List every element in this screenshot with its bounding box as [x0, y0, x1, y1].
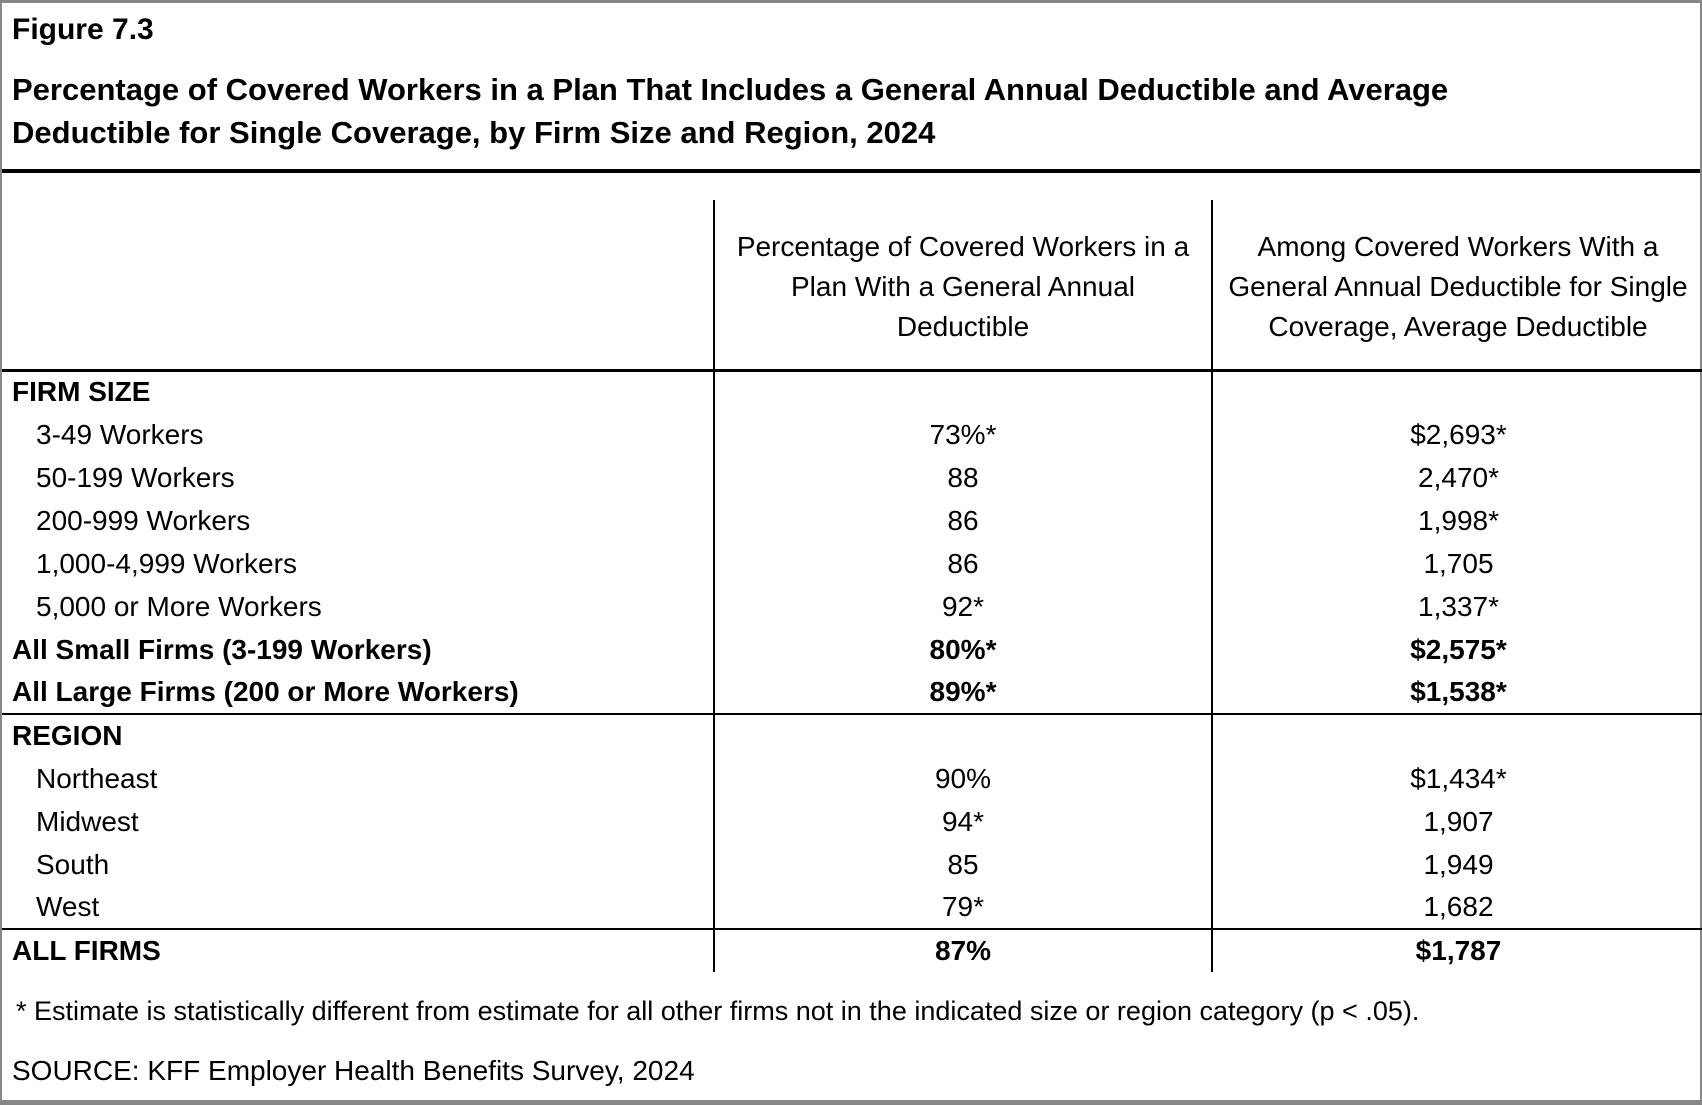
- header-line: Among Covered Workers With a: [1257, 230, 1659, 262]
- row-label-cell: 50-199 Workers: [36, 461, 235, 493]
- row-deductible-cell: 1,907: [1211, 800, 1702, 843]
- row-label-cell: South: [36, 848, 110, 880]
- row-label-cell: FIRM SIZE: [2, 368, 714, 413]
- row-deductible-cell: 1,998*: [1211, 499, 1702, 542]
- header-line: Coverage, Average Deductible: [1268, 310, 1648, 342]
- row-pct-cell: 73%*: [713, 413, 1212, 456]
- row-label-cell: All Small Firms (3-199 Workers): [12, 633, 432, 665]
- table-row: 3-49 Workers 73%* $2,693*: [2, 413, 1702, 456]
- table-row: 200-999 Workers 86 1,998*: [2, 499, 1702, 542]
- row-deductible-cell: 2,470*: [1211, 456, 1702, 499]
- table-body: FIRM SIZE 3-49 Workers 73%* $2,693* 50-199 W…: [2, 368, 1702, 972]
- row-deductible-cell: $2,693*: [1211, 413, 1702, 456]
- row-pct-cell: 92*: [713, 585, 1212, 628]
- table-row: All Small Firms (3-199 Workers) 80%* $2,57…: [2, 628, 1702, 671]
- row-pct-cell: 89%*: [713, 671, 1212, 714]
- table-row: REGION: [2, 713, 1702, 757]
- row-label-cell: REGION: [2, 713, 714, 757]
- row-pct-cell: 90%: [713, 757, 1212, 800]
- figure-label: Figure 7.3: [12, 13, 154, 46]
- header-row: Percentage of Covered Workers in a Plan …: [2, 173, 1702, 370]
- header-line: Deductible: [896, 310, 1030, 342]
- table-row: 50-199 Workers 88 2,470*: [2, 456, 1702, 499]
- table-row: West 79* 1,682: [2, 886, 1702, 929]
- figure-title-line-1: Percentage of Covered Workers in a Plan …: [12, 72, 1449, 107]
- row-label-cell: ALL FIRMS: [2, 928, 714, 972]
- row-pct-cell: 94*: [713, 800, 1212, 843]
- row-deductible-cell: [1211, 368, 1702, 413]
- row-pct-cell: [713, 368, 1212, 413]
- row-pct-cell: 85: [713, 843, 1212, 886]
- row-label-cell: 200-999 Workers: [36, 504, 251, 536]
- row-deductible-cell: $1,787: [1211, 928, 1702, 972]
- header-line: Plan With a General Annual: [791, 270, 1135, 302]
- row-deductible-cell: 1,949: [1211, 843, 1702, 886]
- row-deductible-cell: [1211, 713, 1702, 757]
- row-pct-cell: 87%: [713, 928, 1212, 972]
- row-pct-cell: 86: [713, 542, 1212, 585]
- row-deductible-cell: $1,538*: [1211, 671, 1702, 714]
- header-col-pct-deductible: Percentage of Covered Workers in a Plan …: [713, 173, 1212, 370]
- row-label-cell: All Large Firms (200 or More Workers): [12, 676, 519, 707]
- row-label-cell: Midwest: [36, 805, 139, 837]
- table-row: Northeast 90% $1,434*: [2, 757, 1702, 800]
- row-pct-cell: 79*: [713, 886, 1212, 929]
- row-pct-cell: 88: [713, 456, 1212, 499]
- title-divider: [2, 169, 1700, 173]
- row-deductible-cell: 1,337*: [1211, 585, 1702, 628]
- row-deductible-cell: 1,705: [1211, 542, 1702, 585]
- row-label-cell: 3-49 Workers: [36, 418, 204, 450]
- table-row: Midwest 94* 1,907: [2, 800, 1702, 843]
- table-row: 1,000-4,999 Workers 86 1,705: [2, 542, 1702, 585]
- row-deductible-cell: $1,434*: [1211, 757, 1702, 800]
- table-row: ALL FIRMS 87% $1,787: [2, 928, 1702, 972]
- table-row: FIRM SIZE: [2, 368, 1702, 413]
- figure-title: Percentage of Covered Workers in a Plan …: [12, 68, 1686, 154]
- footnote: * Estimate is statistically different fr…: [16, 996, 1420, 1026]
- header-line: Percentage of Covered Workers in a: [736, 230, 1190, 262]
- row-deductible-cell: $2,575*: [1211, 628, 1702, 671]
- row-pct-cell: 80%*: [713, 628, 1212, 671]
- header-col-avg-deductible: Among Covered Workers With a General Ann…: [1211, 173, 1702, 370]
- header-stub-cell: [2, 173, 714, 370]
- row-label-cell: Northeast: [36, 762, 158, 794]
- header-line: General Annual Deductible for Single: [1228, 270, 1688, 302]
- data-table: Percentage of Covered Workers in a Plan …: [2, 173, 1702, 972]
- row-label-cell: 5,000 or More Workers: [36, 590, 322, 622]
- table-row: All Large Firms (200 or More Workers) 89%…: [2, 671, 1702, 714]
- table-row: South 85 1,949: [2, 843, 1702, 886]
- row-pct-cell: [713, 713, 1212, 757]
- row-label-cell: West: [36, 891, 100, 922]
- figure-header: Figure 7.3 Percentage of Covered Workers…: [2, 3, 1700, 154]
- row-deductible-cell: 1,682: [1211, 886, 1702, 929]
- table-row: 5,000 or More Workers 92* 1,337*: [2, 585, 1702, 628]
- row-label-cell: 1,000-4,999 Workers: [36, 547, 297, 579]
- row-pct-cell: 86: [713, 499, 1212, 542]
- source-note: SOURCE: KFF Employer Health Benefits Sur…: [12, 1055, 695, 1086]
- figure-title-line-2: Deductible for Single Coverage, by Firm …: [12, 115, 936, 150]
